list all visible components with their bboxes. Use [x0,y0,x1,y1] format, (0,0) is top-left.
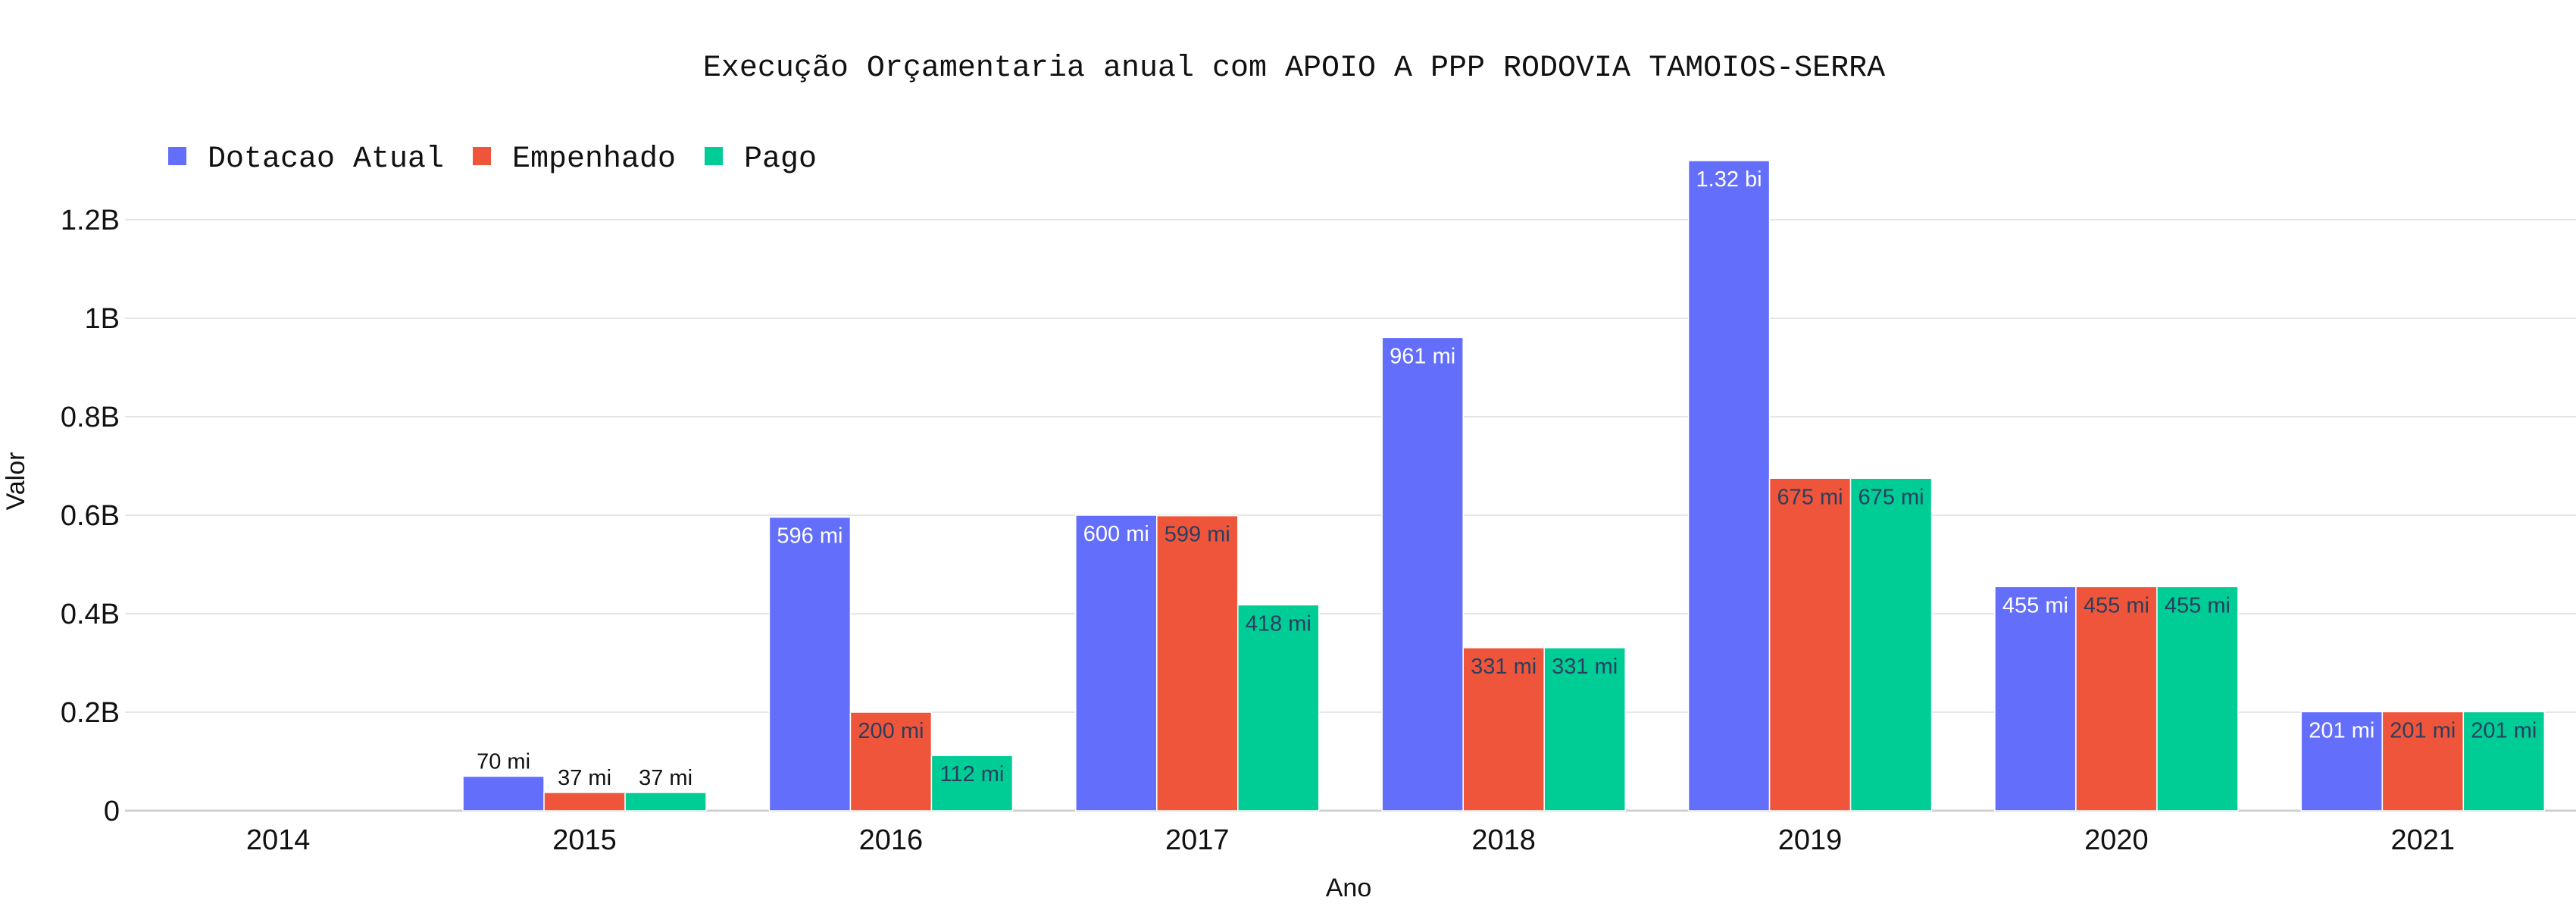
bar-dotacao-atual [1994,586,2077,811]
bar-dotacao-atual [1687,160,1771,811]
x-tick-label: 2016 [859,824,924,856]
x-axis-ticks: 2014 2015 2016 2017 2018 2019 2020 2021 [246,824,2455,856]
x-tick-label: 2020 [2084,824,2149,856]
bar-value-label: 675 mi [1777,485,1843,509]
bar-value-label: 201 mi [2390,718,2456,743]
x-tick-label: 2017 [1165,824,1230,856]
bar-value-label: 596 mi [777,524,843,549]
bar-value-label: 455 mi [2002,593,2068,618]
bar-pago [2156,586,2239,811]
legend-label: Dotacao Atual [208,142,444,177]
bar-empenhado [2075,586,2158,811]
bar-value-label: 961 mi [1390,344,1455,368]
legend-swatch [168,147,186,165]
bar-value-label: 418 mi [1246,611,1311,636]
y-tick-label: 1.2B [61,205,120,236]
bar-empenhado [543,792,626,811]
bar-value-label: 455 mi [2084,593,2149,618]
y-tick-label: 1B [85,303,120,335]
bar-dotacao-atual [1075,514,1158,811]
bar-dotacao-atual [462,775,545,811]
chart-title: Execução Orçamentaria anual com APOIO A … [703,52,1885,86]
bar-value-label: 201 mi [2471,718,2537,743]
x-tick-label: 2018 [1471,824,1536,856]
y-tick-label: 0.4B [61,599,120,630]
bar-value-label: 331 mi [1471,655,1537,679]
x-axis-title: Ano [1326,874,1372,902]
bar-empenhado [1156,514,1239,811]
bar-pago [624,792,707,811]
legend-item[interactable]: Dotacao Atual [168,142,444,177]
bar-value-label: 600 mi [1083,522,1149,546]
bar-dotacao-atual [768,516,852,811]
x-tick-label: 2014 [246,824,311,856]
bar-pago [1543,647,1626,811]
bar-pago [1849,477,1933,811]
bar-empenhado [1768,477,1852,811]
y-tick-label: 0.6B [61,500,120,532]
bar-empenhado [1462,647,1545,811]
y-axis-ticks: 0 0.2B 0.4B 0.6B 0.8B 1B 1.2B [61,205,120,827]
x-tick-label: 2015 [552,824,617,856]
legend-label: Pago [744,142,817,177]
bar-dotacao-atual [1381,336,1464,811]
bar-empenhado [849,711,933,811]
legend: Dotacao Atual Empenhado Pago [168,142,817,177]
y-tick-label: 0.2B [61,697,120,729]
x-tick-label: 2019 [1778,824,1843,856]
legend-swatch [473,147,491,165]
bar-pago [1237,604,1320,811]
bar-value-label: 1.32 bi [1696,167,1762,192]
legend-label: Empenhado [512,142,676,177]
legend-swatch [705,147,723,165]
bar-pago [2462,711,2546,811]
bar-dotacao-atual [2300,711,2384,811]
bar-pago [930,755,1014,811]
x-tick-label: 2021 [2391,824,2456,856]
y-tick-label: 0 [104,796,120,827]
bar-value-label: 70 mi [477,750,530,774]
y-tick-label: 0.8B [61,402,120,433]
bar-empenhado [2381,711,2465,811]
bar-value-label: 331 mi [1552,655,1618,679]
bar-value-label: 599 mi [1165,523,1230,547]
bar-value-label: 675 mi [1859,485,1924,509]
bar-value-label: 455 mi [2165,593,2231,618]
bars [462,160,2546,811]
bar-value-label: 37 mi [558,766,611,790]
bar-labels: 70 mi 596 mi 600 mi 961 mi 1.32 bi 455 mi 201 … [477,167,2537,790]
bar-value-label: 201 mi [2309,718,2374,743]
legend-item[interactable]: Empenhado [473,142,676,177]
bar-value-label: 37 mi [639,766,692,790]
legend-item[interactable]: Pago [705,142,817,177]
y-axis-title: Valor [2,452,30,511]
bar-value-label: 112 mi [939,762,1004,786]
bar-value-label: 200 mi [858,719,924,743]
